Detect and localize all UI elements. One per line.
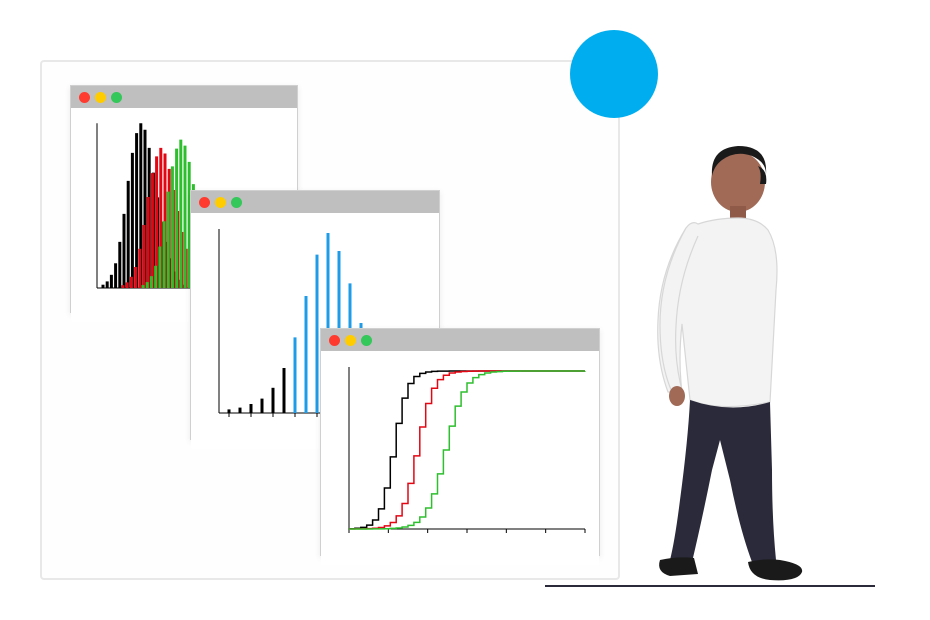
titlebar (321, 329, 599, 351)
accent-circle (570, 30, 658, 118)
min-traffic-light-icon[interactable] (95, 92, 106, 103)
max-traffic-light-icon[interactable] (111, 92, 122, 103)
window-win-c (320, 328, 600, 556)
max-traffic-light-icon[interactable] (231, 197, 242, 208)
person-illustration (620, 140, 850, 585)
person-hand (669, 386, 685, 406)
min-traffic-light-icon[interactable] (345, 335, 356, 346)
titlebar (191, 191, 439, 213)
person-shoe-left (659, 557, 698, 576)
close-traffic-light-icon[interactable] (199, 197, 210, 208)
close-traffic-light-icon[interactable] (329, 335, 340, 346)
min-traffic-light-icon[interactable] (215, 197, 226, 208)
person-pants (670, 400, 776, 562)
close-traffic-light-icon[interactable] (79, 92, 90, 103)
max-traffic-light-icon[interactable] (361, 335, 372, 346)
chart-sigmoids (321, 359, 599, 565)
titlebar (71, 86, 297, 108)
ground-line (545, 585, 875, 587)
person-shoe-right (748, 559, 802, 580)
